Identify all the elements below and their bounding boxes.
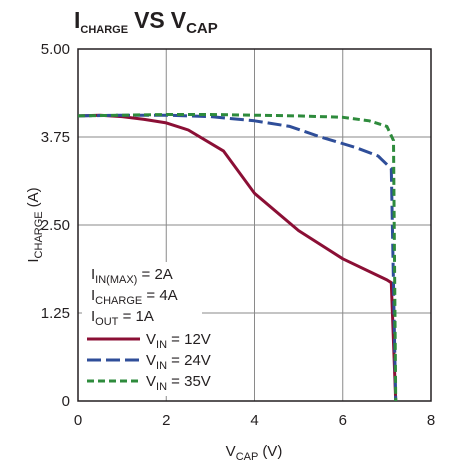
plot-frame (77, 48, 432, 402)
y-axis-label: ICHARGE(A) (25, 187, 45, 262)
y-tick-label: 0 (62, 393, 70, 410)
annotation-iin-max: IIN(MAX) = 2A (91, 266, 173, 286)
legend: VIN = 12V VIN = 24V VIN = 35V (87, 331, 211, 393)
x-tick-label: 2 (162, 412, 170, 429)
x-tick-labels: 0 2 4 6 8 (74, 412, 435, 429)
legend-label-vin-24v: VIN = 24V (146, 352, 211, 372)
axes (77, 48, 432, 402)
legend-label-vin-35v: VIN = 35V (146, 373, 211, 393)
series-line-vin-24v (77, 113, 398, 402)
x-tick-label: 4 (250, 412, 258, 429)
x-tick-label: 0 (74, 412, 82, 429)
y-tick-labels: 0 1.25 2.50 3.75 5.00 (41, 41, 70, 410)
x-tick-label: 6 (339, 412, 347, 429)
chart-title: ICHARGE VS VCAP (74, 7, 218, 37)
annotation-iout: IOUT = 1A (91, 308, 154, 328)
y-tick-label: 3.75 (41, 129, 70, 146)
legend-label-vin-12v: VIN = 12V (146, 331, 211, 351)
y-tick-label: 5.00 (41, 41, 70, 58)
y-tick-label: 2.50 (41, 217, 70, 234)
x-axis-label: VCAP (V) (226, 443, 283, 463)
x-tick-label: 8 (427, 412, 435, 429)
series-line-vin-35v (77, 113, 398, 402)
annotation-icharge: ICHARGE = 4A (91, 287, 178, 307)
y-tick-label: 1.25 (41, 305, 70, 322)
series-lines (77, 113, 398, 402)
legend-background (82, 262, 202, 396)
